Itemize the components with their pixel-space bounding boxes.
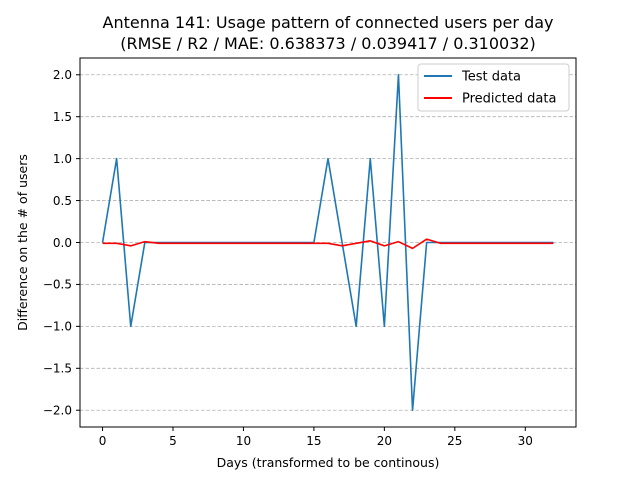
x-tick-label: 15 bbox=[306, 434, 321, 448]
x-axis-label: Days (transformed to be continous) bbox=[217, 455, 440, 470]
chart-title-line-2: (RMSE / R2 / MAE: 0.638373 / 0.039417 / … bbox=[120, 34, 536, 53]
x-tick-label: 10 bbox=[236, 434, 251, 448]
y-axis-label: Difference on the # of users bbox=[15, 154, 30, 331]
y-tick-label: −2.0 bbox=[43, 404, 72, 418]
legend-label-predicted-data: Predicted data bbox=[462, 92, 556, 107]
chart-title-line-1: Antenna 141: Usage pattern of connected … bbox=[103, 13, 554, 32]
y-tick-label: −1.5 bbox=[43, 362, 72, 376]
y-tick-label: 1.5 bbox=[53, 110, 72, 124]
y-tick-label: −0.5 bbox=[43, 278, 72, 292]
y-tick-label: 1.0 bbox=[53, 152, 72, 166]
x-tick-label: 0 bbox=[99, 434, 107, 448]
y-tick-label: 0.0 bbox=[53, 236, 72, 250]
x-tick-label: 25 bbox=[447, 434, 462, 448]
series-line-test-data bbox=[101, 73, 554, 412]
x-tick-label: 5 bbox=[169, 434, 177, 448]
legend: Test data Predicted data bbox=[417, 63, 570, 112]
series-lines bbox=[101, 73, 554, 412]
y-tick-label: −1.0 bbox=[43, 320, 72, 334]
series-line-predicted-data bbox=[102, 238, 554, 250]
y-axis: 2.0 1.5 1.0 0.5 0.0 −0.5 −1.0 −1.5 −2.0 bbox=[43, 68, 80, 418]
x-tick-label: 20 bbox=[377, 434, 392, 448]
y-tick-label: 0.5 bbox=[53, 194, 72, 208]
legend-label-test-data: Test data bbox=[461, 70, 521, 85]
x-axis: 0 5 10 15 20 25 30 bbox=[99, 427, 533, 448]
y-tick-label: 2.0 bbox=[53, 68, 72, 82]
legend-box bbox=[417, 63, 570, 112]
x-tick-label: 30 bbox=[518, 434, 533, 448]
